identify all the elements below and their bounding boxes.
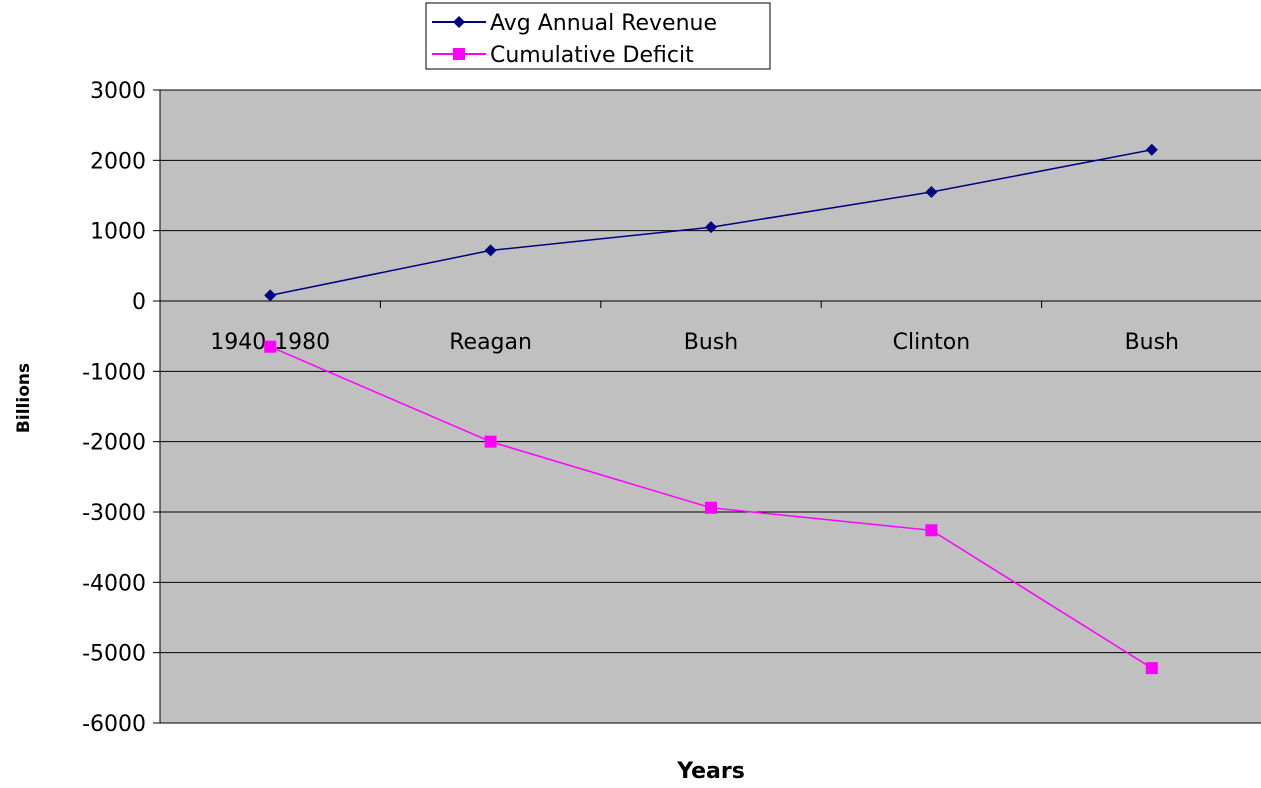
legend-label: Cumulative Deficit (490, 43, 694, 68)
data-point (264, 340, 277, 353)
legend-item: Avg Annual Revenue (432, 11, 717, 36)
x-category-label: Reagan (449, 330, 532, 355)
x-axis-title: Years (676, 759, 745, 783)
data-point (925, 524, 938, 537)
data-point (1145, 662, 1158, 675)
x-category-label: Bush (1125, 330, 1179, 355)
plot-area (160, 90, 1261, 723)
x-category-label: Bush (684, 330, 738, 355)
y-tick-label: -2000 (82, 431, 146, 456)
data-point (705, 501, 717, 514)
y-tick-label: -4000 (82, 571, 146, 596)
legend-marker (453, 48, 465, 60)
data-point (484, 244, 497, 257)
y-tick-label: 0 (132, 290, 146, 315)
legend-item: Cumulative Deficit (432, 43, 694, 68)
y-tick-label: -3000 (82, 501, 146, 526)
legend-label: Avg Annual Revenue (490, 11, 717, 36)
y-tick-label: 1000 (90, 220, 146, 245)
data-point (264, 289, 277, 302)
y-tick-label: -5000 (82, 642, 146, 667)
series-1 (264, 340, 1158, 675)
data-point (484, 435, 497, 448)
data-point (925, 185, 938, 198)
y-tick-label: -6000 (82, 712, 146, 737)
series (264, 143, 1158, 675)
y-tick-label: 2000 (90, 149, 146, 174)
axes (153, 89, 1261, 724)
legend: Avg Annual Revenue Cumulative Deficit (425, 2, 771, 70)
y-tick-labels: 3000 2000 1000 0 -1000 -2000 -3000 -4000 -5000 -6… (82, 79, 146, 737)
legend-marker (453, 16, 465, 28)
data-point (705, 221, 717, 234)
y-tick-label: -1000 (82, 360, 146, 385)
data-point (1145, 143, 1158, 156)
x-category-label: Clinton (893, 330, 971, 355)
series-0 (264, 143, 1158, 302)
legend-box (425, 2, 771, 70)
y-tick-label: 3000 (90, 79, 146, 104)
y-axis-title: Billions (14, 363, 34, 433)
